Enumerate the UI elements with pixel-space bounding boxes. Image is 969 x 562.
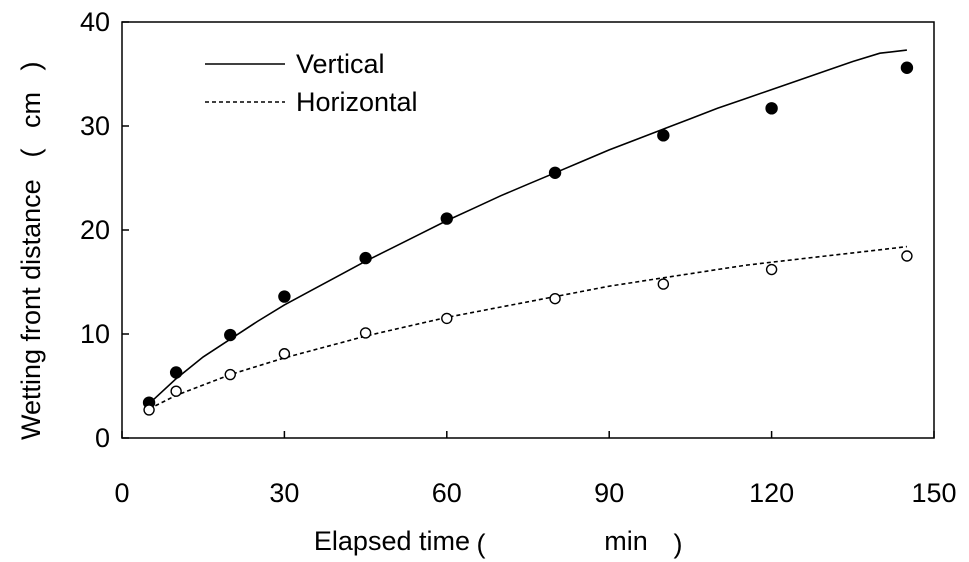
legend-label: Horizontal [296,87,418,117]
x-tick-label: 120 [749,478,794,508]
data-point [657,278,670,290]
data-point [169,366,183,379]
data-point [548,166,562,180]
x-axis-close-paren: ) [674,529,683,559]
data-point [359,327,372,339]
y-tick-label: 10 [80,319,110,349]
data-point [170,385,182,397]
y-tick-label: 30 [80,111,110,141]
data-point [278,348,291,360]
legend-label: Vertical [296,49,385,79]
series-vertical [142,49,914,409]
data-point [549,292,561,305]
x-axis-label: Elapsed time [314,526,470,556]
y-tick-label: 0 [95,423,110,453]
x-axis-unit: min [604,526,648,556]
data-point [765,102,778,115]
y-axis-close-paren: ) [16,62,46,71]
data-point [765,263,778,276]
x-tick-label: 60 [432,478,462,508]
data-point [901,250,913,262]
data-point [441,312,453,325]
data-point [900,61,914,74]
x-tick-label: 150 [911,478,956,508]
y-tick-label: 20 [80,215,110,245]
data-point [657,129,670,142]
y-tick-label: 40 [80,7,110,37]
data-point [224,368,236,381]
y-axis-label: Wetting front distance [16,179,46,440]
x-axis-open-paren: ( [477,529,486,559]
plot-border [121,21,935,439]
series-layer [142,49,914,416]
data-point [278,290,291,303]
legend: Vertical Horizontal [205,49,418,117]
y-axis: 0 10 20 30 40 [80,7,129,453]
data-point [359,251,372,265]
series-horizontal [143,245,913,416]
plot-area [121,21,935,439]
y-axis-open-paren: ( [16,149,46,158]
x-tick-label: 90 [594,478,624,508]
x-axis: 0 30 60 90 120 150 [114,431,957,508]
y-axis-unit: cm [16,92,46,128]
x-tick-label: 0 [114,478,129,508]
data-point [224,328,237,342]
data-point [440,212,453,225]
data-point [143,404,155,416]
series-line [148,49,907,405]
series-line [148,245,907,410]
x-tick-label: 30 [269,478,299,508]
